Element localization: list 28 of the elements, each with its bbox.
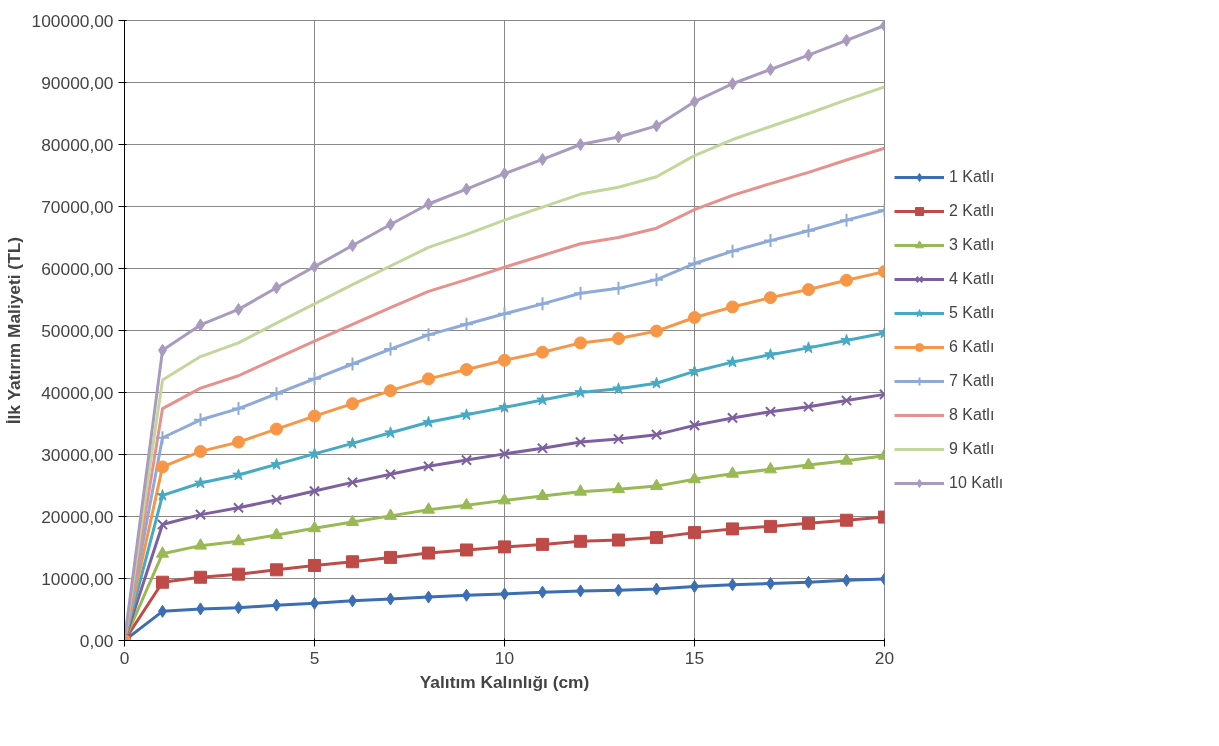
y-tick-label: 80000,00: [41, 134, 114, 155]
x-axis-title: Yalıtım Kalınlığı (cm): [419, 671, 590, 692]
y-tick-label: 60000,00: [41, 258, 114, 279]
legend-label: 1 Katlı: [949, 168, 995, 186]
y-axis-title: İlk Yatırım Maliyeti (TL): [3, 236, 24, 425]
y-tick-label: 0,00: [79, 630, 114, 651]
legend-label: 5 Katlı: [949, 304, 995, 322]
legend-label: 7 Katlı: [949, 372, 995, 390]
legend-label: 4 Katlı: [949, 270, 995, 288]
legend-label: 10 Katlı: [949, 474, 1004, 492]
x-tick-label: 15: [684, 647, 705, 668]
legend-label: 9 Katlı: [949, 440, 995, 458]
x-tick-label: 5: [309, 647, 320, 668]
legend-label: 8 Katlı: [949, 406, 995, 424]
y-tick-label: 90000,00: [41, 72, 114, 93]
legend-label: 2 Katlı: [949, 202, 995, 220]
y-tick-label: 20000,00: [41, 506, 114, 527]
x-tick-label: 10: [494, 647, 515, 668]
y-tick-label: 100000,00: [31, 10, 114, 31]
y-tick-label: 40000,00: [41, 382, 114, 403]
x-tick-label: 0: [119, 647, 130, 668]
y-tick-label: 50000,00: [41, 320, 114, 341]
y-tick-label: 30000,00: [41, 444, 114, 465]
legend-label: 3 Katlı: [949, 236, 995, 254]
y-tick-label: 10000,00: [41, 568, 114, 589]
x-tick-label: 20: [874, 647, 895, 668]
legend-label: 6 Katlı: [949, 338, 995, 356]
y-tick-label: 70000,00: [41, 196, 114, 217]
